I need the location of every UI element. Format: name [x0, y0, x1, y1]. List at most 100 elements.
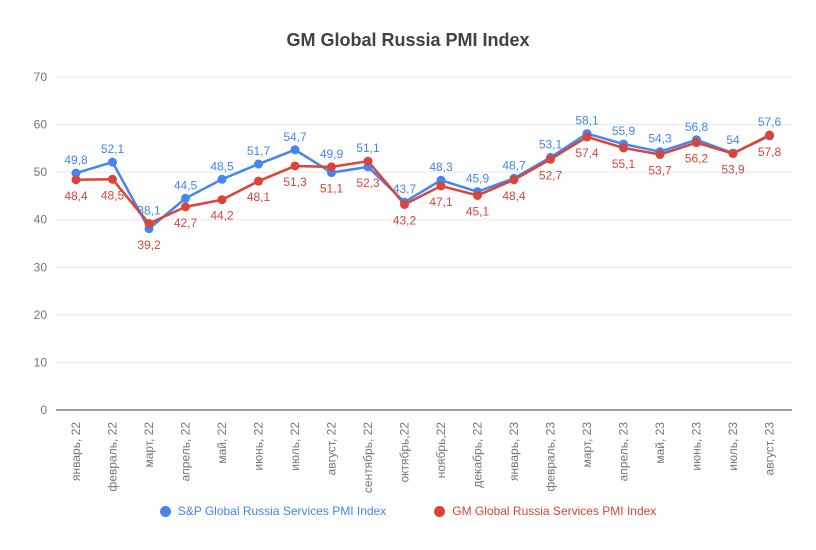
data-label-series-1: 43,2 — [393, 213, 417, 227]
legend-label-gm-global: GM Global Russia Services PMI Index — [452, 504, 657, 518]
series-1-point[interactable] — [400, 199, 409, 209]
data-label-series-0: 44,5 — [174, 178, 198, 192]
data-label-series-1: 52,7 — [539, 168, 563, 182]
x-tick-label: август, 22 — [324, 422, 338, 476]
series-1-point[interactable] — [363, 156, 373, 166]
data-label-series-1: 52,3 — [356, 176, 380, 190]
y-tick-label: 30 — [34, 260, 48, 274]
data-label-series-1: 51,1 — [320, 182, 344, 196]
series-line-1 — [75, 133, 771, 225]
series-0-point[interactable] — [71, 168, 81, 178]
legend-item-sp-global[interactable]: S&P Global Russia Services PMI Index — [159, 504, 387, 518]
data-label-series-0: 52,1 — [101, 142, 125, 156]
series-1-point[interactable] — [327, 162, 336, 172]
data-label-series-0: 54,3 — [648, 132, 672, 146]
x-tick-label: сентябрь, 22 — [361, 422, 375, 493]
legend-item-gm-global[interactable]: GM Global Russia Services PMI Index — [434, 504, 656, 518]
x-tick-label: май, 23 — [653, 422, 667, 464]
legend-marker-gm-global-icon — [434, 505, 446, 517]
data-label-series-1: 56,2 — [685, 152, 709, 166]
series-1-point[interactable] — [436, 181, 446, 191]
series-0-point[interactable] — [290, 145, 300, 155]
data-label-series-0: 49,9 — [320, 147, 344, 161]
data-label-series-1: 47,1 — [429, 195, 453, 209]
data-label-series-0: 54 — [726, 133, 740, 147]
series-line-0 — [75, 132, 771, 231]
data-label-series-0: 55,9 — [612, 124, 636, 138]
data-label-series-0: 56,8 — [685, 120, 709, 134]
data-label-series-1: 57,4 — [575, 146, 599, 160]
data-label-series-0: 57,6 — [758, 115, 782, 129]
series-1-point[interactable] — [546, 154, 555, 164]
data-label-series-0: 48,3 — [429, 160, 453, 174]
data-label-series-1: 45,1 — [466, 204, 490, 218]
series-0-point[interactable] — [217, 174, 227, 184]
series-1-point[interactable] — [217, 195, 227, 205]
data-label-series-1: 48,5 — [101, 188, 125, 202]
series-0-point[interactable] — [254, 159, 263, 169]
data-label-series-1: 55,1 — [612, 157, 636, 171]
data-label-series-0: 45,9 — [466, 172, 490, 186]
y-tick-label: 60 — [34, 118, 48, 132]
data-label-series-0: 54,7 — [283, 130, 307, 144]
x-tick-label: июль, 23 — [726, 422, 740, 471]
series-1-point[interactable] — [290, 161, 300, 171]
series-1-point[interactable] — [254, 176, 263, 186]
data-label-series-0: 53,1 — [539, 137, 563, 151]
x-tick-label: июнь, 22 — [251, 422, 265, 471]
data-label-series-0: 43,7 — [393, 182, 417, 196]
y-tick-label: 40 — [34, 213, 48, 227]
x-tick-label: январь, 23 — [507, 422, 521, 481]
y-tick-label: 0 — [40, 403, 47, 417]
series-1-point[interactable] — [509, 175, 519, 185]
data-label-series-1: 48,1 — [247, 190, 271, 204]
x-tick-label: март, 22 — [142, 422, 156, 468]
data-label-series-1: 48,4 — [502, 189, 526, 203]
data-label-series-1: 57,8 — [758, 145, 782, 159]
x-tick-label: май, 22 — [215, 422, 229, 464]
series-1-point[interactable] — [728, 149, 738, 159]
y-tick-label: 10 — [34, 355, 48, 369]
data-label-series-0: 58,1 — [575, 114, 599, 128]
series-1-point[interactable] — [108, 174, 117, 184]
series-1-point[interactable] — [765, 130, 774, 140]
legend-label-sp-global: S&P Global Russia Services PMI Index — [177, 504, 387, 518]
series-1-point[interactable] — [619, 143, 628, 153]
legend-marker-sp-global-icon — [159, 505, 171, 517]
data-label-series-1: 51,3 — [283, 175, 307, 189]
x-tick-label: апрель, 23 — [616, 422, 630, 482]
series-1-point[interactable] — [144, 219, 154, 229]
series-1-point[interactable] — [582, 132, 592, 142]
data-label-series-0: 51,1 — [356, 141, 380, 155]
x-tick-label: июль, 22 — [288, 422, 302, 471]
y-tick-label: 50 — [34, 165, 48, 179]
series-1-point[interactable] — [655, 150, 665, 160]
data-label-series-0: 51,7 — [247, 144, 271, 158]
x-tick-label: июнь, 23 — [689, 422, 703, 471]
x-tick-label: ноябрь,22 — [434, 422, 448, 479]
chart-legend: S&P Global Russia Services PMI Index GM … — [0, 504, 816, 518]
series-1-point[interactable] — [71, 175, 81, 185]
series-1-point[interactable] — [181, 202, 190, 212]
data-label-series-1: 42,7 — [174, 216, 198, 230]
data-label-series-1: 53,7 — [648, 164, 672, 178]
x-tick-label: октябрь,22 — [397, 422, 411, 483]
series-0-point[interactable] — [181, 193, 190, 203]
data-label-series-0: 48,5 — [210, 159, 234, 173]
data-label-series-0: 48,7 — [502, 158, 526, 172]
y-tick-label: 20 — [34, 308, 48, 322]
data-label-series-0: 38,1 — [137, 204, 161, 218]
series-1-point[interactable] — [692, 138, 701, 148]
data-label-series-1: 53,9 — [721, 163, 745, 177]
x-tick-label: февраль, 22 — [105, 422, 119, 492]
x-tick-label: февраль, 23 — [543, 422, 557, 492]
data-label-series-1: 48,4 — [64, 189, 88, 203]
y-tick-label: 70 — [34, 70, 48, 84]
x-tick-label: август, 23 — [762, 422, 776, 476]
series-1-point[interactable] — [473, 190, 482, 200]
series-0-point[interactable] — [108, 157, 117, 167]
x-tick-label: декабрь, 22 — [470, 422, 484, 488]
x-tick-label: март, 23 — [580, 422, 594, 468]
data-label-series-1: 44,2 — [210, 209, 234, 223]
